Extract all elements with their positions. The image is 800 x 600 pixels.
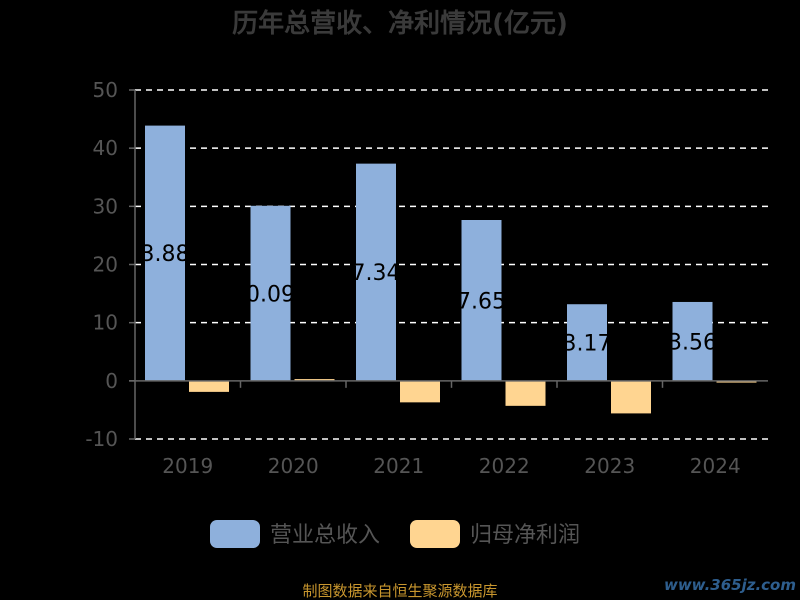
revenue-data-label: 3.17 <box>563 332 612 357</box>
revenue-bar <box>356 163 396 381</box>
net-profit-bar <box>611 380 651 414</box>
x-tick-label: 2021 <box>373 454 424 478</box>
net-profit-bar <box>505 380 546 406</box>
revenue-bar <box>250 205 291 381</box>
revenue-data-label: 3.88 <box>141 242 190 267</box>
revenue-bar <box>145 125 185 381</box>
y-tick-label: 20 <box>93 253 118 277</box>
revenue-data-label: 7.65 <box>457 289 506 314</box>
net-profit-bar <box>294 379 335 381</box>
x-tick-label: 2022 <box>479 454 530 478</box>
watermark-text: www.365jz.com <box>664 576 796 594</box>
y-tick-label: 40 <box>93 136 118 160</box>
data-labels: 3.88 0.09 7.34 7.65 3.17 3.56 <box>141 242 717 356</box>
x-tick-label: 2024 <box>690 454 741 478</box>
legend: 营业总收入 归母净利润 <box>210 520 580 548</box>
net-profit-bar <box>189 380 229 392</box>
y-tick-label: -10 <box>85 427 118 451</box>
legend-swatch <box>410 520 460 548</box>
source-note: 制图数据来自恒生聚源数据库 <box>302 582 497 600</box>
legend-label: 归母净利润 <box>470 523 580 548</box>
x-tick-label: 2023 <box>584 454 635 478</box>
legend-swatch <box>210 520 260 548</box>
revenue-data-label: 3.56 <box>668 330 717 355</box>
net-profit-bar <box>400 380 440 403</box>
y-tick-label: 0 <box>105 369 118 393</box>
bars <box>145 125 757 414</box>
legend-label: 营业总收入 <box>270 523 380 548</box>
y-tick-label: 10 <box>93 311 118 335</box>
y-tick-label: 30 <box>93 194 118 218</box>
revenue-bar <box>461 220 502 381</box>
chart-title: 历年总营收、净利情况(亿元) <box>232 8 568 39</box>
revenue-data-label: 7.34 <box>352 261 401 286</box>
revenue-data-label: 0.09 <box>246 282 295 307</box>
y-tick-label: 50 <box>93 78 118 102</box>
x-tick-label: 2019 <box>162 454 213 478</box>
revenue-bar <box>672 301 713 381</box>
axes: 50 40 30 20 10 0 -10 2019 2020 2021 2022 2023 2024 <box>85 78 768 478</box>
net-profit-bar <box>716 380 757 383</box>
x-tick-label: 2020 <box>268 454 319 478</box>
revenue-bar <box>567 304 607 381</box>
